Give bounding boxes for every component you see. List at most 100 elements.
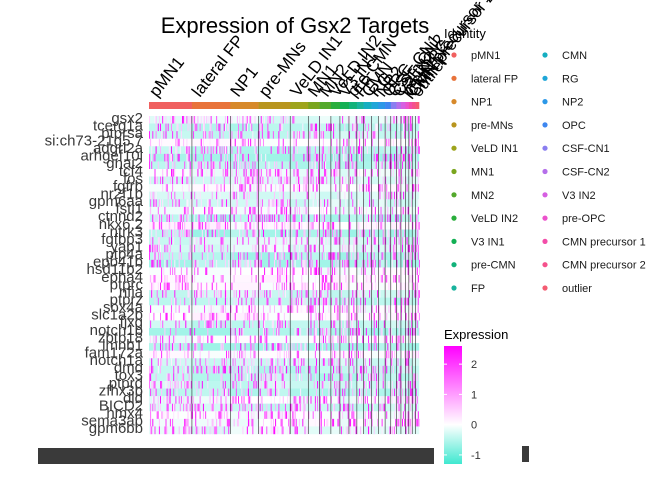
heat-cell xyxy=(385,237,387,245)
gene-label: gsx2 xyxy=(111,110,143,127)
gene-label: zbtb18 xyxy=(98,329,143,346)
heat-cell xyxy=(204,131,206,139)
heat-cell xyxy=(313,328,315,336)
heat-cell xyxy=(176,146,178,155)
heat-cell xyxy=(160,358,161,367)
heat-cell xyxy=(228,350,230,359)
heat-band xyxy=(396,388,402,397)
heat-cell xyxy=(177,222,179,230)
heat-cell xyxy=(229,267,231,276)
heat-band xyxy=(400,282,406,291)
heat-cell xyxy=(394,206,396,215)
heat-cell xyxy=(283,381,285,389)
heat-cell xyxy=(317,403,319,412)
heat-cell xyxy=(233,365,235,374)
heat-cell xyxy=(313,214,315,223)
heat-band xyxy=(405,335,410,344)
heat-cell xyxy=(407,418,409,427)
heat-cell xyxy=(167,161,169,170)
heat-cell xyxy=(404,153,406,162)
heat-cell xyxy=(238,259,240,268)
heat-cell xyxy=(417,184,419,192)
heat-cell xyxy=(350,418,352,427)
heat-cell xyxy=(402,305,404,314)
heat-cell xyxy=(191,222,193,230)
heat-cell xyxy=(322,244,324,253)
heat-band xyxy=(412,169,416,177)
heat-cell xyxy=(211,335,213,344)
heat-cell xyxy=(264,214,266,223)
heat-cell xyxy=(270,184,272,192)
heat-cell xyxy=(402,237,404,245)
heat-cell xyxy=(168,282,170,291)
heat-cell xyxy=(371,131,373,139)
heat-band xyxy=(385,305,391,314)
expression-color-bar xyxy=(444,346,462,464)
heat-cell xyxy=(335,206,337,215)
heat-band xyxy=(258,290,291,298)
heat-cell xyxy=(322,335,324,344)
heat-cell xyxy=(160,335,161,344)
heat-cell xyxy=(395,176,397,185)
heat-cell xyxy=(322,131,324,139)
heat-cell xyxy=(339,176,341,185)
heat-cell xyxy=(331,418,333,427)
heat-cell xyxy=(201,343,203,351)
heat-cell xyxy=(180,214,182,223)
heat-cell xyxy=(278,290,280,298)
expression-tick-label: 2 xyxy=(471,359,477,371)
heat-cell xyxy=(389,161,391,170)
heat-cell xyxy=(306,396,308,404)
heat-cell xyxy=(150,206,152,215)
heat-cell xyxy=(242,123,244,132)
heat-cell xyxy=(313,290,315,298)
heat-cell xyxy=(287,259,289,268)
heat-cell xyxy=(223,176,225,185)
heat-cell xyxy=(348,237,350,245)
heat-cell xyxy=(183,343,185,351)
heat-cell xyxy=(269,343,271,351)
heat-cell xyxy=(297,358,299,367)
identity-legend-label: CSF-CN2 xyxy=(562,167,610,179)
heat-cell xyxy=(373,328,375,336)
heat-cell xyxy=(200,343,202,351)
heat-cell xyxy=(404,237,406,245)
heat-band xyxy=(348,191,358,200)
heat-cell xyxy=(238,123,240,132)
heat-band xyxy=(412,290,416,298)
heat-cell xyxy=(383,237,385,245)
heat-cell xyxy=(287,214,289,223)
heat-cell xyxy=(270,411,272,420)
heat-cell xyxy=(335,388,337,397)
heat-cell xyxy=(209,365,211,374)
heat-cell xyxy=(163,396,165,404)
heat-cell xyxy=(152,290,154,298)
heat-band xyxy=(396,426,402,435)
heat-cell xyxy=(363,381,365,389)
heat-cell xyxy=(361,176,363,185)
heat-cell xyxy=(157,206,159,215)
gene-label: sema3ab xyxy=(81,413,143,430)
identity-legend-swatch xyxy=(451,285,457,291)
heat-cell xyxy=(240,176,242,185)
cluster-bar-segment xyxy=(400,102,406,109)
heat-cell xyxy=(341,184,343,192)
heat-band xyxy=(308,199,320,208)
heat-cell xyxy=(229,365,231,374)
heat-cell xyxy=(303,259,305,268)
heat-cell xyxy=(354,169,356,177)
heat-cell xyxy=(239,116,241,124)
heat-cell xyxy=(351,176,353,185)
heat-cell xyxy=(359,229,361,238)
heat-cell xyxy=(191,259,193,268)
heat-cell xyxy=(150,426,152,435)
heat-cell xyxy=(405,388,407,397)
heat-cell xyxy=(209,320,211,329)
heat-cell xyxy=(309,259,311,268)
heat-cell xyxy=(235,365,237,374)
heat-cell xyxy=(418,169,420,177)
heat-cell xyxy=(212,305,214,314)
heat-cell xyxy=(294,206,296,215)
heat-cell xyxy=(308,411,310,420)
heat-cell xyxy=(238,169,240,177)
